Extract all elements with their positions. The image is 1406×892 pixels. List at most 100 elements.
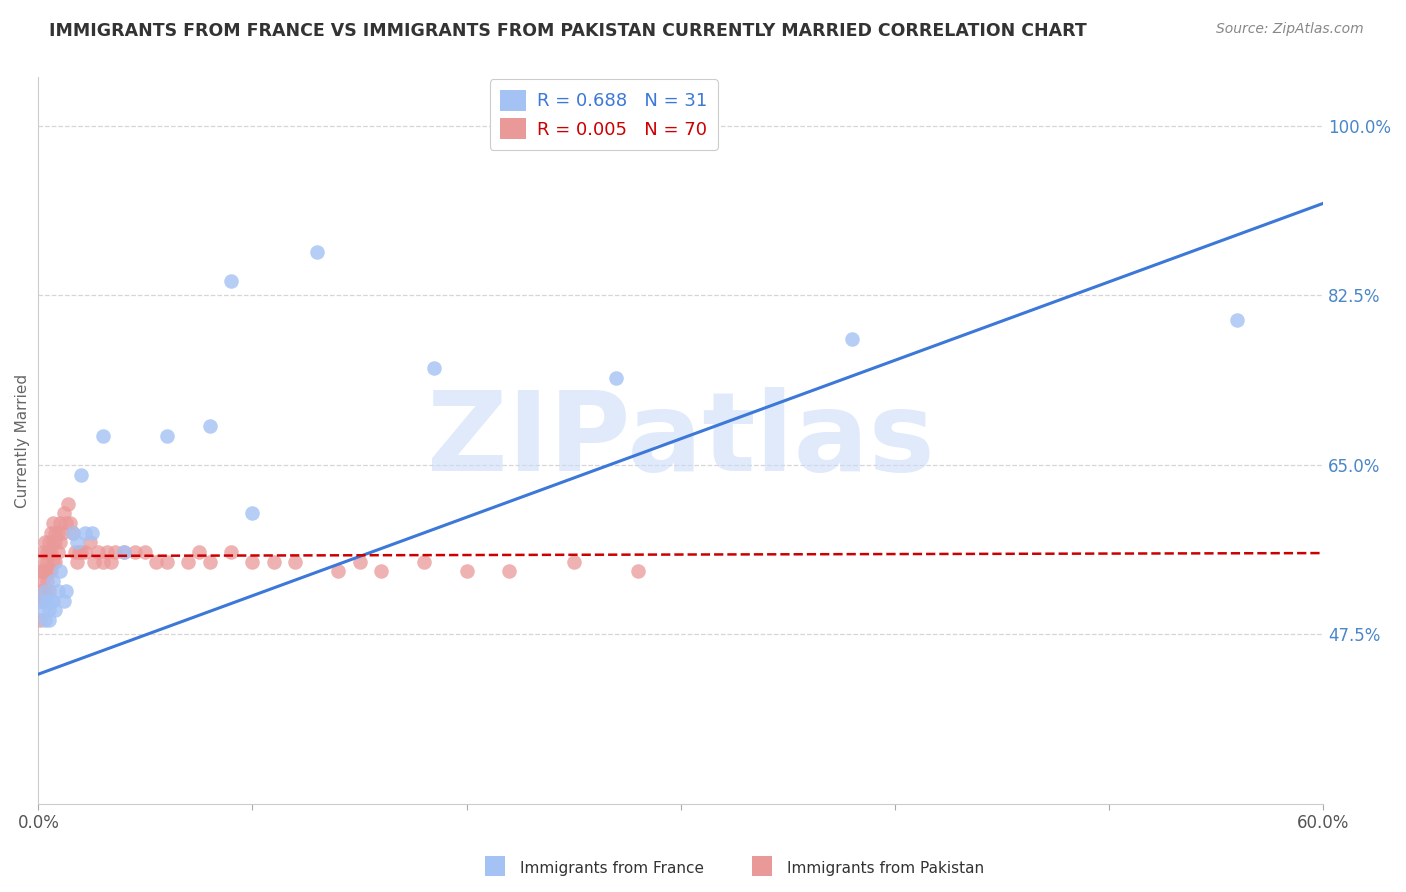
Point xyxy=(38,583,60,598)
Point xyxy=(34,555,56,569)
Point xyxy=(55,583,77,598)
Point xyxy=(456,565,478,579)
Point xyxy=(91,429,114,443)
Point xyxy=(30,565,52,579)
Point xyxy=(34,583,56,598)
Point xyxy=(46,583,69,598)
Point xyxy=(177,555,200,569)
Point xyxy=(30,593,52,607)
Point xyxy=(70,545,93,559)
Point xyxy=(156,555,179,569)
Point xyxy=(187,545,209,559)
Point xyxy=(39,593,62,607)
Point xyxy=(219,274,242,288)
Point xyxy=(58,497,80,511)
Point xyxy=(44,535,66,549)
Point xyxy=(31,574,53,589)
Point xyxy=(242,555,264,569)
Point xyxy=(34,613,56,627)
Point xyxy=(38,535,60,549)
Point xyxy=(112,545,135,559)
Point xyxy=(562,555,585,569)
Point xyxy=(35,593,58,607)
Point xyxy=(31,565,53,579)
Y-axis label: Currently Married: Currently Married xyxy=(15,374,30,508)
Point xyxy=(30,593,52,607)
Point xyxy=(1226,312,1249,326)
Point xyxy=(498,565,520,579)
Point xyxy=(31,593,53,607)
Point xyxy=(51,525,73,540)
Point xyxy=(39,565,62,579)
Point xyxy=(198,419,221,434)
Point xyxy=(46,525,69,540)
Point xyxy=(156,429,179,443)
Point xyxy=(263,555,285,569)
Point xyxy=(53,507,76,521)
Point xyxy=(349,555,371,569)
Point xyxy=(48,535,70,549)
Point xyxy=(75,525,97,540)
Point xyxy=(31,545,53,559)
Point xyxy=(326,565,349,579)
Point xyxy=(38,545,60,559)
Point xyxy=(44,603,66,617)
Legend: R = 0.688   N = 31, R = 0.005   N = 70: R = 0.688 N = 31, R = 0.005 N = 70 xyxy=(489,79,717,150)
Point xyxy=(30,613,52,627)
Point xyxy=(34,583,56,598)
Point xyxy=(91,555,114,569)
Point xyxy=(34,565,56,579)
Point xyxy=(35,574,58,589)
Point xyxy=(124,545,146,559)
Point xyxy=(370,565,392,579)
Point xyxy=(38,613,60,627)
Point xyxy=(83,555,105,569)
Point xyxy=(39,525,62,540)
Point xyxy=(627,565,650,579)
Point xyxy=(67,545,90,559)
Point xyxy=(75,545,97,559)
Point xyxy=(42,593,65,607)
Point xyxy=(70,467,93,482)
Point xyxy=(44,525,66,540)
Point xyxy=(38,565,60,579)
Point xyxy=(62,525,84,540)
Text: Source: ZipAtlas.com: Source: ZipAtlas.com xyxy=(1216,22,1364,37)
Point xyxy=(46,545,69,559)
Point xyxy=(66,555,89,569)
Point xyxy=(42,555,65,569)
Point xyxy=(100,555,122,569)
Point xyxy=(841,332,863,346)
Point xyxy=(134,545,156,559)
Point xyxy=(198,555,221,569)
Point xyxy=(66,535,89,549)
Point xyxy=(79,535,101,549)
Point xyxy=(30,583,52,598)
Point xyxy=(55,516,77,530)
Point xyxy=(42,574,65,589)
Point xyxy=(42,535,65,549)
Point xyxy=(39,545,62,559)
Point xyxy=(145,555,167,569)
Point xyxy=(44,555,66,569)
Point xyxy=(305,244,328,259)
Text: Immigrants from France: Immigrants from France xyxy=(520,861,704,876)
Point xyxy=(38,603,60,617)
Point xyxy=(423,361,446,376)
Point xyxy=(35,545,58,559)
Point xyxy=(53,593,76,607)
Point xyxy=(35,555,58,569)
Text: IMMIGRANTS FROM FRANCE VS IMMIGRANTS FROM PAKISTAN CURRENTLY MARRIED CORRELATION: IMMIGRANTS FROM FRANCE VS IMMIGRANTS FRO… xyxy=(49,22,1087,40)
Point xyxy=(605,370,627,384)
Point xyxy=(48,565,70,579)
Point xyxy=(112,545,135,559)
Point xyxy=(80,525,103,540)
Point xyxy=(42,516,65,530)
Point xyxy=(34,535,56,549)
Point xyxy=(284,555,307,569)
Point xyxy=(96,545,118,559)
Text: Immigrants from Pakistan: Immigrants from Pakistan xyxy=(787,861,984,876)
Point xyxy=(48,516,70,530)
Point xyxy=(59,516,82,530)
Point xyxy=(62,525,84,540)
